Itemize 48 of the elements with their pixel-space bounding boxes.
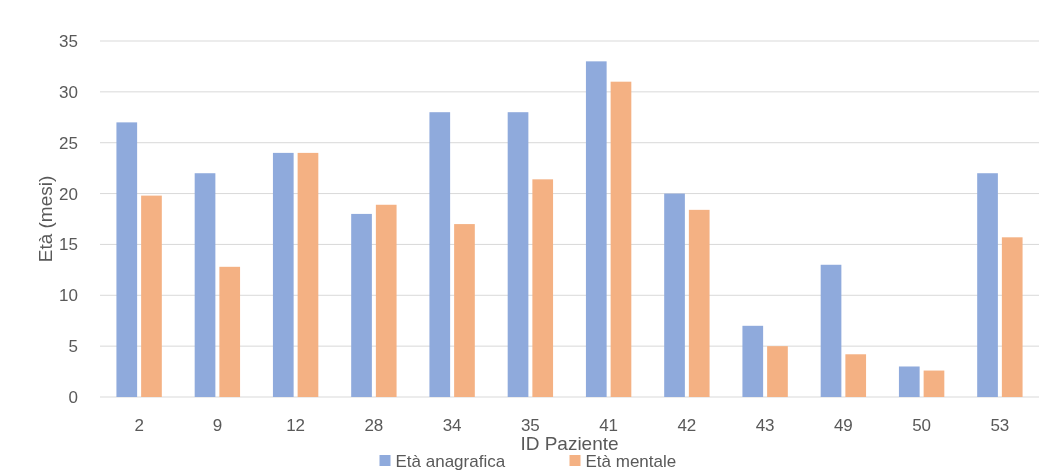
- y-axis-title: Età (mesi): [35, 175, 56, 263]
- bar: [272, 152, 294, 397]
- bar: [532, 179, 554, 397]
- bar: [116, 122, 138, 397]
- bar: [194, 173, 216, 397]
- y-tick-label: 0: [68, 387, 78, 407]
- bar: [454, 224, 475, 397]
- x-tick-label: 50: [912, 416, 932, 435]
- x-axis-title: ID Paziente: [520, 433, 619, 454]
- bar: [742, 325, 764, 397]
- y-tick-label: 5: [68, 337, 78, 357]
- bar: [898, 366, 920, 397]
- bar: [429, 112, 451, 397]
- y-tick-label: 20: [59, 184, 78, 204]
- y-tick-label: 10: [59, 286, 78, 306]
- x-tick-label: 35: [520, 416, 540, 435]
- bar: [1001, 237, 1023, 397]
- bar: [820, 264, 842, 397]
- x-tick-label: 9: [212, 416, 223, 435]
- legend-label: Età anagrafica: [395, 452, 506, 471]
- bar: [297, 152, 319, 397]
- bar: [923, 370, 945, 397]
- bar: [610, 81, 632, 397]
- bar: [141, 195, 162, 397]
- bar: [585, 61, 607, 397]
- x-tick-label: 49: [833, 416, 853, 435]
- bar: [688, 209, 710, 397]
- x-tick-label: 41: [599, 416, 619, 435]
- bar: [219, 266, 241, 397]
- bar: [977, 173, 998, 397]
- bar: [375, 204, 397, 397]
- y-tick-label: 35: [59, 31, 78, 51]
- x-tick-label: 53: [990, 416, 1010, 435]
- bar: [845, 354, 867, 397]
- x-tick-label: 2: [134, 416, 144, 435]
- y-tick-label: 30: [59, 82, 78, 102]
- x-tick-label: 43: [755, 416, 775, 435]
- x-tick-label: 42: [677, 416, 697, 435]
- x-tick-label: 28: [364, 416, 384, 435]
- bar: [507, 112, 529, 397]
- bar: [767, 346, 788, 397]
- bar: [351, 213, 372, 397]
- bar: [664, 193, 685, 397]
- x-tick-label: 12: [286, 416, 306, 435]
- x-tick-label: 34: [442, 416, 462, 435]
- y-tick-label: 25: [59, 133, 78, 153]
- legend-label: Età mentale: [585, 452, 677, 471]
- y-tick-label: 15: [59, 235, 78, 255]
